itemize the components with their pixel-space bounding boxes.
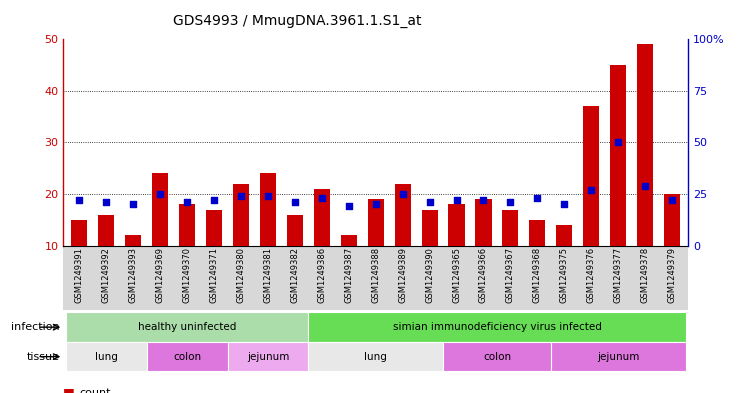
Point	[504, 199, 516, 206]
Point	[262, 193, 274, 199]
Bar	[233, 184, 249, 246]
Bar	[152, 173, 168, 246]
Bar	[314, 189, 330, 246]
Text: count: count	[80, 388, 111, 393]
Bar	[637, 44, 653, 246]
Text: colon: colon	[173, 352, 201, 362]
Bar	[287, 215, 303, 246]
Point	[182, 199, 193, 206]
Point	[451, 197, 463, 203]
Text: jejunum: jejunum	[247, 352, 289, 362]
Bar	[475, 199, 492, 246]
Text: infection: infection	[11, 322, 60, 332]
Bar	[529, 220, 545, 246]
Point	[370, 201, 382, 208]
Text: healthy uninfected: healthy uninfected	[138, 322, 237, 332]
Point	[74, 197, 86, 203]
Bar	[206, 209, 222, 246]
Text: simian immunodeficiency virus infected: simian immunodeficiency virus infected	[393, 322, 601, 332]
Bar	[125, 235, 141, 246]
Bar	[583, 107, 600, 246]
Text: lung: lung	[365, 352, 387, 362]
Point	[100, 199, 112, 206]
Text: tissue: tissue	[27, 352, 60, 362]
Point	[531, 195, 543, 201]
Point	[586, 187, 597, 193]
Bar	[260, 173, 276, 246]
Point	[478, 197, 490, 203]
Bar	[71, 220, 88, 246]
Point	[666, 197, 678, 203]
Text: GDS4993 / MmugDNA.3961.1.S1_at: GDS4993 / MmugDNA.3961.1.S1_at	[173, 14, 422, 28]
Bar	[179, 204, 195, 246]
Bar	[502, 209, 519, 246]
Point	[558, 201, 570, 208]
Text: ■: ■	[63, 386, 75, 393]
Bar	[341, 235, 357, 246]
Point	[343, 203, 355, 209]
Bar	[610, 65, 626, 246]
Bar	[98, 215, 115, 246]
Bar	[394, 184, 411, 246]
Point	[127, 201, 139, 208]
Point	[612, 139, 624, 145]
Point	[289, 199, 301, 206]
Text: colon: colon	[483, 352, 511, 362]
Point	[154, 191, 166, 197]
Bar	[422, 209, 437, 246]
Text: jejunum: jejunum	[597, 352, 639, 362]
Bar	[368, 199, 384, 246]
Bar	[449, 204, 464, 246]
Point	[639, 183, 651, 189]
Point	[316, 195, 328, 201]
Bar	[664, 194, 680, 246]
Bar	[557, 225, 572, 246]
Point	[423, 199, 435, 206]
Point	[208, 197, 220, 203]
Text: lung: lung	[95, 352, 118, 362]
Point	[397, 191, 408, 197]
Point	[235, 193, 247, 199]
